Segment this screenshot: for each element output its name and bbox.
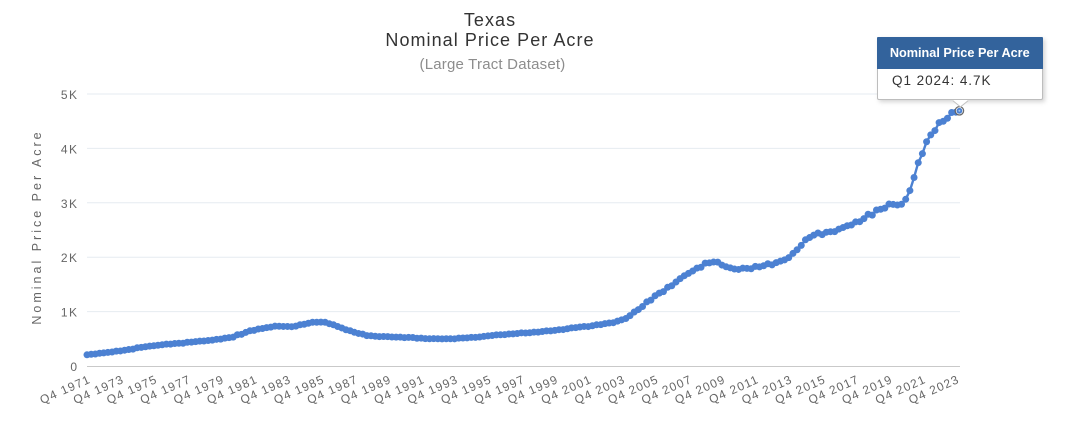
svg-text:2K: 2K bbox=[61, 251, 79, 265]
svg-text:5K: 5K bbox=[61, 88, 79, 102]
svg-text:Nominal Price Per Acre: Nominal Price Per Acre bbox=[30, 129, 44, 324]
svg-text:3K: 3K bbox=[61, 197, 79, 211]
svg-text:4K: 4K bbox=[61, 142, 79, 156]
svg-text:1K: 1K bbox=[61, 306, 79, 320]
svg-text:0: 0 bbox=[70, 360, 78, 374]
